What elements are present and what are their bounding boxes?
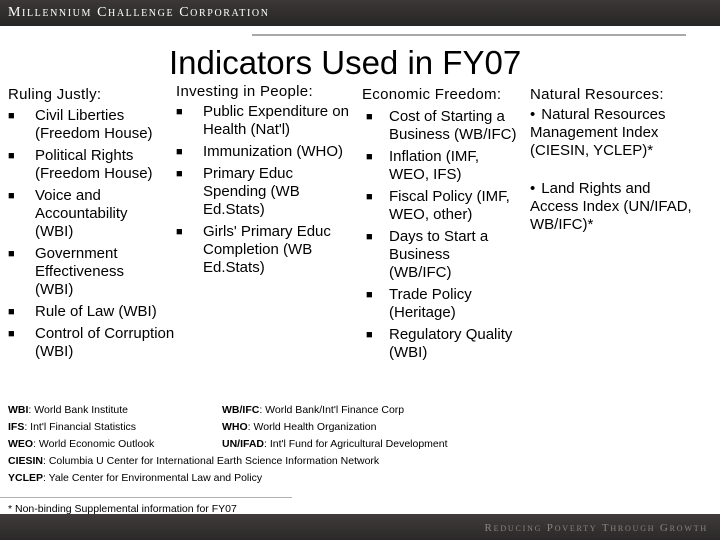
slide-title: Indicators Used in FY07 bbox=[169, 44, 522, 81]
abbreviation-item: WB/IFC: World Bank/Int'l Finance Corp bbox=[222, 404, 405, 416]
square-bullet-icon: ■ bbox=[8, 190, 15, 202]
square-bullet-icon: ■ bbox=[366, 151, 373, 163]
square-bullet-icon: ■ bbox=[176, 106, 183, 118]
list-item: • Natural Resources Management Index (CIE… bbox=[530, 106, 666, 159]
square-bullet-icon: ■ bbox=[366, 111, 373, 123]
list-item: ■ Public Expenditure on Health (Nat'l) bbox=[176, 103, 349, 138]
square-bullet-icon: ■ bbox=[8, 248, 15, 260]
bullet-dot-icon: • bbox=[530, 106, 536, 123]
list-item: ■ Fiscal Policy (IMF, WEO, other) bbox=[366, 188, 510, 223]
list-item: ■ Government Effectiveness (WBI) bbox=[8, 245, 124, 298]
square-bullet-icon: ■ bbox=[8, 328, 15, 340]
square-bullet-icon: ■ bbox=[8, 306, 15, 318]
square-bullet-icon: ■ bbox=[366, 231, 373, 243]
list-item: ■ Voice and Accountability (WBI) bbox=[8, 187, 128, 240]
square-bullet-icon: ■ bbox=[8, 150, 15, 162]
square-bullet-icon: ■ bbox=[8, 110, 15, 122]
ruling-justly-heading: Ruling Justly: bbox=[8, 86, 102, 103]
natural-resources-column: Natural Resources: • Natural Resources Ma… bbox=[530, 86, 715, 234]
square-bullet-icon: ■ bbox=[366, 329, 373, 341]
abbreviation-item: UN/IFAD: Int'l Fund for Agricultural Dev… bbox=[222, 438, 448, 450]
footer-tagline: Reducing Poverty Through Growth bbox=[484, 522, 708, 534]
economic-freedom-heading: Economic Freedom: bbox=[362, 86, 502, 103]
list-item: ■ Primary Educ Spending (WB Ed.Stats) bbox=[176, 165, 300, 218]
investing-in-people-column: Investing in People: ■ Public Expenditure… bbox=[176, 83, 366, 281]
abbreviation-item: CIESIN: Columbia U Center for Internatio… bbox=[8, 455, 380, 467]
title-rule bbox=[252, 34, 686, 36]
list-item: ■ Immunization (WHO) bbox=[176, 143, 344, 160]
investing-in-people-heading: Investing in People: bbox=[176, 83, 313, 100]
list-item: ■ Girls' Primary Educ Completion (WB Ed.S… bbox=[176, 223, 331, 276]
footnote-divider bbox=[0, 497, 292, 498]
list-item: • Land Rights and Access Index (UN/IFAD, … bbox=[530, 180, 692, 233]
list-item: ■ Regulatory Quality (WBI) bbox=[366, 326, 513, 361]
abbreviation-item: WEO: World Economic Outlook bbox=[8, 438, 155, 450]
abbreviation-item: WHO: World Health Organization bbox=[222, 421, 377, 433]
list-item: ■ Trade Policy (Heritage) bbox=[366, 286, 472, 321]
abbreviation-item: YCLEP: Yale Center for Environmental Law… bbox=[8, 472, 263, 484]
footnote: * Non-binding Supplemental information f… bbox=[8, 503, 237, 515]
square-bullet-icon: ■ bbox=[176, 146, 183, 158]
economic-freedom-column: Economic Freedom: ■ Cost of Starting a Bu… bbox=[362, 86, 524, 366]
square-bullet-icon: ■ bbox=[366, 289, 373, 301]
list-item: ■ Inflation (IMF, WEO, IFS) bbox=[366, 148, 480, 183]
list-item: ■ Control of Corruption (WBI) bbox=[8, 325, 175, 360]
list-item: ■ Political Rights (Freedom House) bbox=[8, 147, 153, 182]
list-item: ■ Civil Liberties (Freedom House) bbox=[8, 107, 153, 142]
list-item: ■ Cost of Starting a Business (WB/IFC) bbox=[366, 108, 517, 143]
header-bar: Millennium Challenge Corporation bbox=[0, 0, 720, 26]
ruling-justly-column: Ruling Justly: ■ Civil Liberties (Freedom… bbox=[8, 86, 208, 365]
org-name: Millennium Challenge Corporation bbox=[8, 5, 270, 20]
natural-resources-heading: Natural Resources: bbox=[530, 86, 664, 103]
square-bullet-icon: ■ bbox=[176, 226, 183, 238]
abbreviation-item: WBI: World Bank Institute bbox=[8, 404, 129, 416]
list-item: ■ Rule of Law (WBI) bbox=[8, 303, 157, 320]
bullet-dot-icon: • bbox=[530, 180, 536, 197]
square-bullet-icon: ■ bbox=[176, 168, 183, 180]
square-bullet-icon: ■ bbox=[366, 191, 373, 203]
list-item: ■ Days to Start a Business (WB/IFC) bbox=[366, 228, 489, 281]
abbreviation-item: IFS: Int'l Financial Statistics bbox=[8, 421, 137, 433]
footer-bar: Reducing Poverty Through Growth bbox=[0, 514, 720, 540]
